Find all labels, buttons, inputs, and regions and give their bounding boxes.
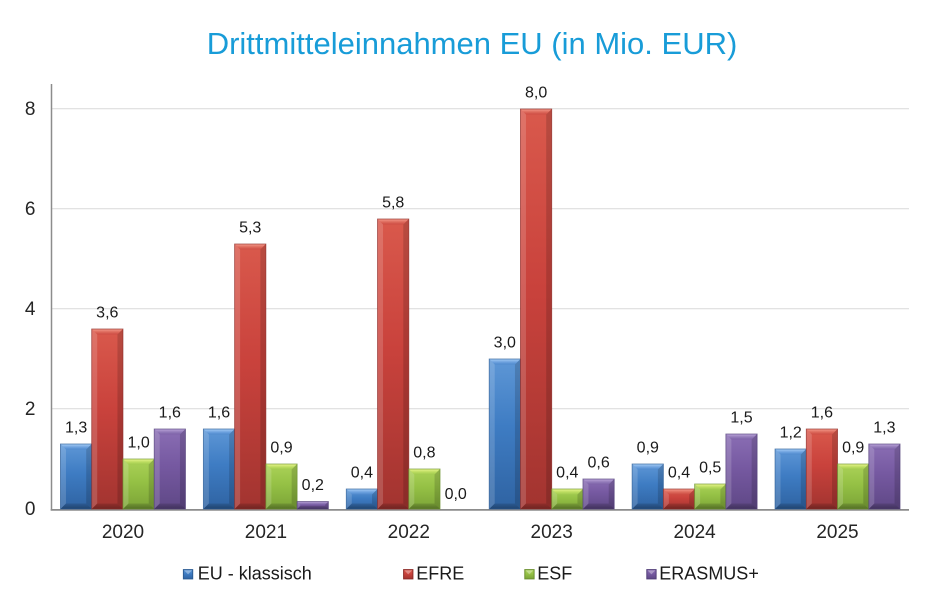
svg-text:0,4: 0,4 [351, 465, 373, 482]
svg-text:ESF: ESF [537, 564, 572, 584]
svg-text:1,3: 1,3 [873, 420, 895, 437]
svg-text:6: 6 [25, 199, 36, 220]
svg-text:0,9: 0,9 [270, 440, 292, 457]
svg-text:1,3: 1,3 [65, 420, 87, 437]
svg-text:0,6: 0,6 [587, 455, 609, 472]
svg-text:0,0: 0,0 [445, 486, 467, 503]
svg-text:ERASMUS+: ERASMUS+ [659, 564, 759, 584]
svg-text:1,5: 1,5 [730, 410, 752, 427]
svg-text:0: 0 [25, 499, 36, 520]
svg-text:2: 2 [25, 399, 36, 420]
svg-text:2020: 2020 [102, 522, 144, 543]
svg-text:0,9: 0,9 [637, 440, 659, 457]
svg-text:2023: 2023 [531, 522, 573, 543]
svg-text:2024: 2024 [673, 522, 716, 543]
svg-text:Drittmitteleinnahmen EU (in Mi: Drittmitteleinnahmen EU (in Mio. EUR) [207, 26, 738, 61]
svg-text:1,6: 1,6 [159, 405, 181, 422]
svg-text:EU - klassisch: EU - klassisch [198, 564, 312, 584]
svg-text:0,4: 0,4 [668, 465, 690, 482]
svg-text:2021: 2021 [245, 522, 287, 543]
svg-text:1,0: 1,0 [127, 435, 149, 452]
svg-text:5,3: 5,3 [239, 220, 261, 237]
svg-text:5,8: 5,8 [382, 195, 404, 212]
svg-text:1,6: 1,6 [208, 405, 230, 422]
svg-text:1,2: 1,2 [780, 425, 802, 442]
svg-text:0,9: 0,9 [842, 440, 864, 457]
svg-text:3,0: 3,0 [494, 335, 516, 352]
svg-text:4: 4 [25, 299, 36, 320]
svg-text:1,6: 1,6 [811, 405, 833, 422]
svg-text:2022: 2022 [388, 522, 430, 543]
svg-text:3,6: 3,6 [96, 305, 118, 322]
svg-text:EFRE: EFRE [416, 564, 464, 584]
svg-text:8: 8 [25, 99, 36, 120]
svg-text:2025: 2025 [816, 522, 858, 543]
svg-text:0,4: 0,4 [556, 465, 578, 482]
svg-text:0,8: 0,8 [413, 445, 435, 462]
svg-text:0,5: 0,5 [699, 460, 721, 477]
svg-text:8,0: 8,0 [525, 85, 547, 102]
svg-text:0,2: 0,2 [302, 477, 324, 494]
